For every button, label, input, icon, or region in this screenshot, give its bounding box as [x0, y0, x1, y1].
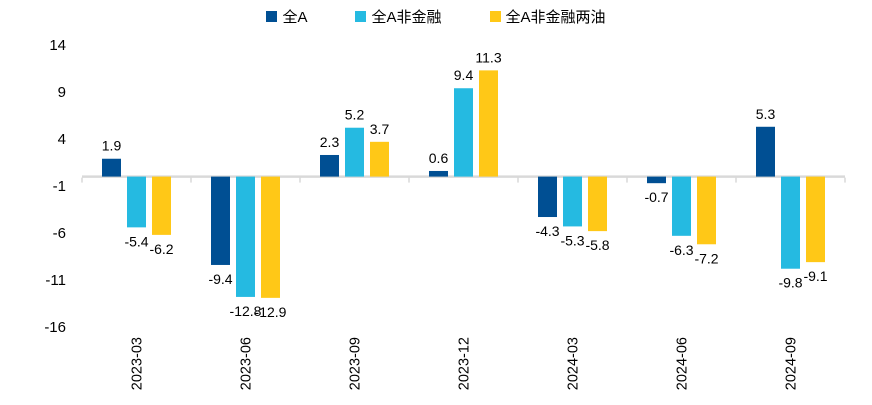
- bar-value-label: 3.7: [370, 121, 390, 137]
- x-axis-category-label: 2024-06: [675, 337, 691, 390]
- legend-swatch-all-a-nonfinancial: [355, 11, 367, 22]
- legend-item-all-a-nonfinancial: 全A非金融: [355, 6, 442, 27]
- bar-value-label: 5.3: [756, 106, 776, 122]
- bar-value-label: -9.8: [778, 275, 802, 291]
- bar-value-label: -9.1: [803, 268, 827, 284]
- bar-2023-06-series-0: [211, 176, 230, 265]
- bar-2024-03-series-0: [538, 176, 557, 218]
- bar-value-label: 1.9: [102, 138, 122, 154]
- bar-2023-12-series-1: [454, 88, 473, 177]
- y-axis-tick-label: 14: [49, 37, 66, 54]
- bar-2024-09-series-2: [806, 176, 825, 263]
- x-axis-category-label: 2024-03: [566, 337, 582, 390]
- y-axis-tick-label: -11: [45, 272, 66, 289]
- x-axis-category-label: 2023-03: [130, 337, 146, 390]
- bar-2023-12-series-2: [479, 70, 498, 177]
- bar-value-label: -5.3: [560, 232, 584, 248]
- bar-2023-09-series-0: [320, 154, 339, 177]
- bar-2023-12-series-0: [429, 170, 448, 177]
- bar-2024-06-series-0: [647, 176, 666, 184]
- legend-item-all-a: 全A: [266, 6, 307, 27]
- bar-2024-09-series-1: [781, 176, 800, 269]
- bar-value-label: -9.4: [208, 271, 232, 287]
- legend-label-all-a-nonfinancial: 全A非金融: [371, 9, 442, 26]
- legend-swatch-all-a: [266, 11, 278, 22]
- bar-value-label: -6.3: [669, 242, 693, 258]
- x-axis-category-label: 2024-09: [784, 337, 800, 390]
- bar-2023-03-series-2: [152, 176, 171, 235]
- bar-value-label: -4.3: [535, 223, 559, 239]
- bar-2023-09-series-2: [370, 141, 389, 177]
- bar-value-label: 11.3: [475, 49, 501, 65]
- y-axis-tick-label: -1: [53, 178, 66, 195]
- bar-2023-06-series-2: [261, 176, 280, 298]
- legend-label-all-a-nonfinancial-ex-oil: 全A非金融两油: [505, 9, 606, 26]
- bar-value-label: 9.4: [454, 67, 474, 83]
- bar-2024-06-series-1: [672, 176, 691, 236]
- bar-2023-03-series-1: [127, 176, 146, 228]
- legend-swatch-all-a-nonfinancial-ex-oil: [489, 11, 501, 22]
- bar-2023-06-series-1: [236, 176, 255, 297]
- bar-2023-03-series-0: [102, 158, 121, 177]
- bar-2023-09-series-1: [345, 127, 364, 177]
- bar-value-label: -12.8: [230, 303, 262, 319]
- x-axis-category-label: 2023-09: [348, 337, 364, 390]
- y-axis-tick-label: -16: [44, 319, 66, 336]
- bar-2024-09-series-0: [756, 126, 775, 177]
- y-axis-tick-label: 9: [58, 84, 66, 101]
- bar-value-label: 5.2: [345, 107, 365, 123]
- legend: 全A 全A非金融 全A非金融两油: [0, 6, 872, 27]
- bar-value-label: -7.2: [694, 250, 718, 266]
- x-axis-category-label: 2023-06: [239, 337, 255, 390]
- bar-value-label: 2.3: [320, 134, 340, 150]
- legend-label-all-a: 全A: [282, 9, 308, 26]
- bar-value-label: 0.6: [429, 150, 449, 166]
- bar-2024-03-series-2: [588, 176, 607, 232]
- bar-2024-06-series-2: [697, 176, 716, 245]
- legend-item-all-a-nonfinancial-ex-oil: 全A非金融两油: [489, 6, 606, 27]
- bar-value-label: -5.4: [124, 233, 148, 249]
- bar-value-label: -0.7: [644, 189, 668, 205]
- bar-value-label: -12.9: [255, 304, 287, 320]
- y-axis-tick-label: -6: [53, 225, 66, 242]
- x-axis-category-label: 2023-12: [457, 337, 473, 390]
- y-axis-tick-label: 4: [58, 131, 66, 148]
- bar-value-label: -5.8: [585, 237, 609, 253]
- bar-value-label: -6.2: [149, 241, 173, 257]
- bar-2024-03-series-1: [563, 176, 582, 227]
